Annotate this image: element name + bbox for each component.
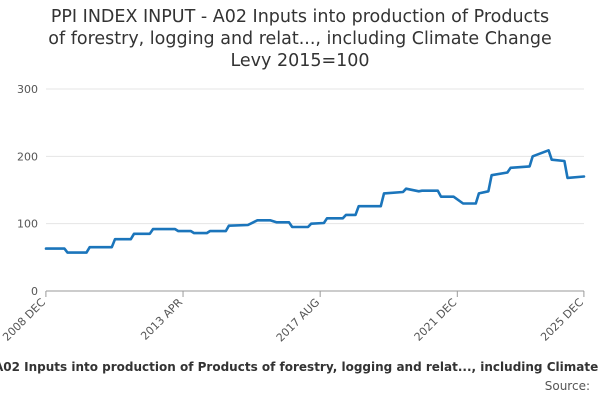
x-tick-label: 2017 AUG: [274, 296, 323, 345]
y-tick-label: 200: [17, 150, 38, 163]
x-tick-label: 2008 DEC: [0, 296, 48, 344]
y-tick-label: 300: [17, 83, 38, 96]
chart-title-line-2: of forestry, logging and relat..., inclu…: [48, 29, 552, 49]
chart-title-line-1: PPI INDEX INPUT - A02 Inputs into produc…: [50, 7, 550, 27]
y-tick-label: 0: [31, 285, 38, 298]
x-tick-label: 2021 DEC: [412, 296, 460, 344]
x-axis-label: A02 Inputs into production of Products o…: [0, 360, 599, 374]
y-tick-label: 100: [17, 218, 38, 231]
chart-title-line-3: Levy 2015=100: [230, 51, 370, 71]
source-label: Source:: [544, 379, 590, 393]
series-line: [44, 149, 586, 254]
x-tick-label: 2025 DEC: [538, 296, 586, 344]
x-tick-label: 2013 APR: [138, 296, 185, 343]
chart-title: PPI INDEX INPUT - A02 Inputs into produc…: [0, 6, 600, 72]
